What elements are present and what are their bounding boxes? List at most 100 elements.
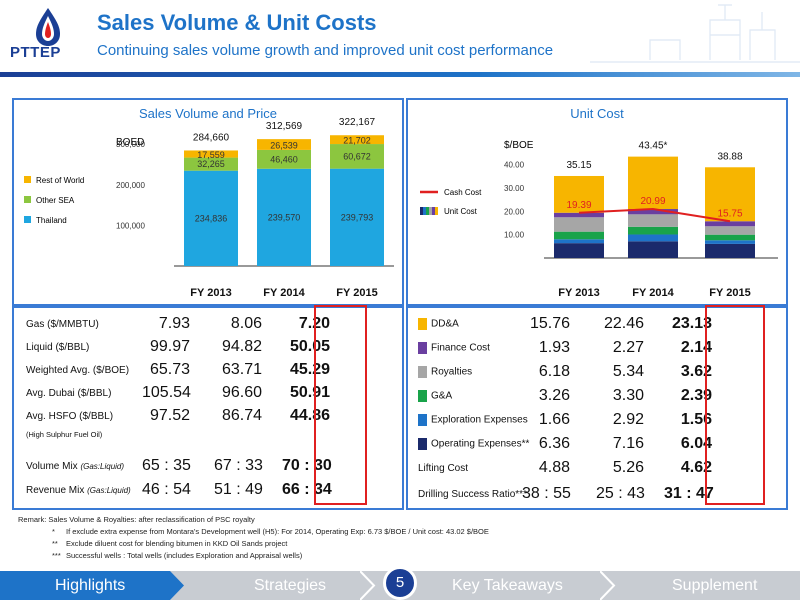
data-label: 234,836 [195,213,228,223]
nav-tab-strategies[interactable]: Strategies [254,577,327,594]
page-subtitle: Continuing sales volume growth and impro… [97,42,554,59]
legend-swatch [24,216,31,223]
row-label: Exploration Expenses [418,414,528,426]
nav-tab-highlights[interactable]: Highlights [55,577,126,594]
fy2015-highlight-left [314,305,367,505]
table-row: Exploration Expenses 1.66 2.92 1.56 [408,410,786,430]
row-value: 6.36 [538,435,570,452]
bar-g-a [628,226,678,235]
bar-other-sea [257,149,311,169]
header-divider [0,72,800,77]
row-value: 86.74 [221,407,262,424]
row-value: 3.30 [612,387,644,404]
table-row: Liquid ($/BBL) 99.97 94.82 50.05 [14,337,402,357]
table-row: Volume Mix (Gas:Liquid) 65 : 35 67 : 33 70 … [14,456,402,476]
row-value: 99.97 [149,338,190,355]
bar-rest-of-world [257,139,311,150]
row-value: 1.56 [680,411,712,428]
sales-volume-chart: BOED 100,000 200,000 300,000 234,836 32,26517… [24,117,394,299]
table-row: DD&A 15.76 22.46 23.13 [408,314,786,334]
row-label: Drilling Success Ratio*** [418,489,527,500]
cash-cost-line [578,208,731,223]
table-row: Operating Expenses** 6.36 7.16 6.04 [408,434,786,454]
bar-royalties [628,214,678,227]
data-label: 239,793 [341,212,374,222]
sales-volume-title: Sales Volume and Price [138,106,278,121]
data-label: 17,559 [197,150,225,160]
x-tick-label: FY 2014 [632,287,674,299]
chevron-right-icon [600,571,616,600]
hsfo-note: (High Sulphur Fuel Oil) [26,430,103,439]
data-label: 21,702 [343,136,371,146]
row-value: 2.14 [680,339,712,356]
row-value: 51 : 49 [214,481,263,498]
logo-text: PTTEP [10,44,61,61]
row-value: 1.93 [538,339,570,356]
row-value: 7.93 [158,315,190,332]
fy2015-highlight-right [705,305,765,505]
legend-swatch [435,207,438,215]
pttep-logo-icon [36,8,60,46]
cash-cost-label: 20.99 [640,196,665,207]
row-value: 38 : 55 [522,485,571,502]
row-label: G&A [418,390,452,402]
remark-line-3: *** Successful wells : Total wells (inclu… [52,551,303,560]
bar-exploration-expenses [628,234,678,242]
table-row: Finance Cost 1.93 2.27 2.14 [408,338,786,358]
row-label: Avg. Dubai ($/BBL) [26,387,112,399]
row-value: 25 : 43 [596,485,645,502]
bar-exploration-expenses [554,239,604,244]
bar-rest-of-world [184,150,238,158]
legend-swatch [418,414,427,426]
data-label: 60,672 [343,151,371,161]
bar-dd-a [554,175,604,213]
legend-swatch [420,207,423,215]
total-label: 38.88 [717,151,742,162]
bar-g-a [554,231,604,240]
bar-g-a [705,234,755,241]
bar-other-sea [330,144,384,169]
total-label: 322,167 [339,117,376,128]
sales-volume-panel: Sales Volume and Price BOED 100,000 200,00… [12,98,404,306]
row-value: 70 : 30 [282,457,332,474]
row-value: 8.06 [230,315,262,332]
row-value: 3.62 [680,363,712,380]
data-label: 26,539 [270,141,298,151]
row-value: 31 : 47 [664,485,714,502]
row-value: 44.86 [289,407,330,424]
x-tick-label: FY 2015 [336,287,377,299]
row-value: 94.82 [221,338,262,355]
legend-label: Thailand [36,216,67,225]
remark-line-2: ** Exclude diluent cost for blending bitu… [52,539,288,548]
y-axis-label: BOED [116,137,144,148]
y-tick-label: 20.00 [504,207,525,216]
y-tick-label: 10.00 [504,231,525,240]
row-label: Lifting Cost [418,463,468,474]
table-row: Lifting Cost 4.88 5.26 4.62 [408,458,786,478]
table-row: Avg. HSFO ($/BBL) 97.52 86.74 44.86 [14,406,402,426]
total-label: 35.15 [566,160,591,171]
table-row: Royalties 6.18 5.34 3.62 [408,362,786,382]
total-label: 284,660 [193,132,230,143]
bar-other-sea [184,157,238,171]
row-value: 23.13 [671,315,712,332]
nav-tab-supplement[interactable]: Supplement [672,577,758,594]
row-label: Revenue Mix (Gas:Liquid) [26,484,131,496]
row-value: 46 : 54 [142,481,191,498]
row-value: 5.34 [612,363,644,380]
legend-swatch [418,366,427,378]
legend-swatch [418,342,427,354]
bar-finance-cost [554,212,604,218]
row-label: Finance Cost [418,342,490,354]
legend-swatch [429,207,432,215]
row-label-text: Drilling Success Ratio*** [418,488,527,500]
row-label-text: Operating Expenses** [431,438,530,450]
row-label: Avg. HSFO ($/BBL) [26,410,114,422]
legend-label: Cash Cost [444,188,482,197]
nav-tab-key-takeaways[interactable]: Key Takeaways [452,577,563,594]
legend-label: Other SEA [36,196,75,205]
legend-swatch [418,438,427,450]
header: PTTEP Sales Volume & Unit Costs Continui… [0,0,800,90]
bar-operating-expenses [554,243,604,258]
y-tick-label: 40.00 [504,161,525,170]
